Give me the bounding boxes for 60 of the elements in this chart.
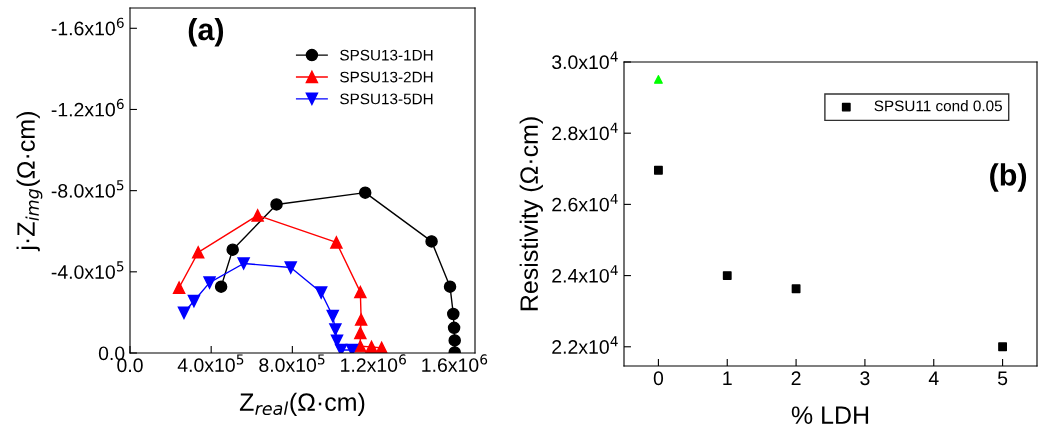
point: [425, 235, 438, 248]
point: [354, 313, 368, 326]
point: [177, 306, 191, 320]
point: [330, 236, 343, 249]
point: [329, 323, 342, 336]
x-tick-label: 5: [997, 371, 1008, 386]
point: [447, 321, 461, 335]
x-tick-label: 2: [791, 371, 801, 385]
point: [345, 343, 359, 353]
point: [447, 307, 460, 321]
point: [203, 276, 216, 289]
point: [237, 257, 250, 270]
y-tick-label: 2.6x10$^{4}$: [552, 193, 618, 212]
point: [653, 75, 663, 84]
legend-label: SPSU13-5DH: [340, 93, 433, 105]
y-tick-label: 2.2x10$^{4}$: [552, 336, 618, 354]
point: [448, 334, 461, 347]
point: [284, 261, 297, 274]
y-tick-label: 2.4x10$^{4}$: [552, 265, 618, 283]
point: [358, 186, 372, 199]
point: [354, 326, 367, 340]
point: [791, 284, 801, 294]
point: [354, 285, 367, 299]
y-tick-label: -1.6x10$^{6}$: [51, 17, 124, 36]
point: [251, 209, 264, 222]
y-tick-label: -4.0x10$^{5}$: [51, 261, 124, 279]
legend-label: SPSU13-2DH: [340, 71, 433, 83]
x-axis-title: Z$_{real}$(Ω·cm): [239, 392, 365, 416]
x-tick-label: 1.6x10$^{6}$: [422, 354, 488, 372]
legend-label: SPSU13-1DH: [340, 49, 433, 61]
annotation: (a): [188, 17, 224, 47]
annotation: (b): [990, 163, 1027, 192]
y-tick-label: 3.0x10$^{4}$: [552, 51, 618, 70]
y-tick-label: -1.2x10$^{6}$: [51, 98, 124, 117]
point: [722, 271, 732, 281]
x-tick-label: 1.2x10$^{6}$: [341, 354, 406, 372]
y-tick-label: -8.0x10$^{5}$: [51, 180, 124, 198]
legend-label: SPSU11 cond 0.05: [874, 100, 1002, 112]
x-tick-label: 1: [723, 371, 732, 385]
point: [172, 281, 186, 294]
x-tick-label: 3: [860, 371, 870, 386]
point: [187, 294, 201, 308]
y-tick-label: 2.8x10$^{4}$: [552, 122, 618, 141]
point: [653, 165, 663, 175]
x-axis-title: % LDH: [791, 406, 869, 424]
point: [334, 343, 348, 353]
point: [326, 309, 339, 323]
y-axis-title: j·Z$_{img}$(Ω·cm): [16, 112, 43, 252]
point: [443, 280, 457, 293]
point: [270, 198, 283, 211]
point: [998, 342, 1008, 352]
point: [191, 246, 205, 259]
point: [214, 280, 228, 293]
x-tick-label: 4.0x10$^{5}$: [177, 354, 244, 373]
x-tick-label: 8.0x10$^{5}$: [259, 354, 325, 373]
y-axis-title: Resistivity (Ω·cm): [519, 117, 543, 311]
point: [226, 243, 239, 256]
x-tick-label: 0: [653, 371, 664, 386]
point: [314, 286, 328, 299]
x-tick-label: 4: [928, 371, 939, 385]
